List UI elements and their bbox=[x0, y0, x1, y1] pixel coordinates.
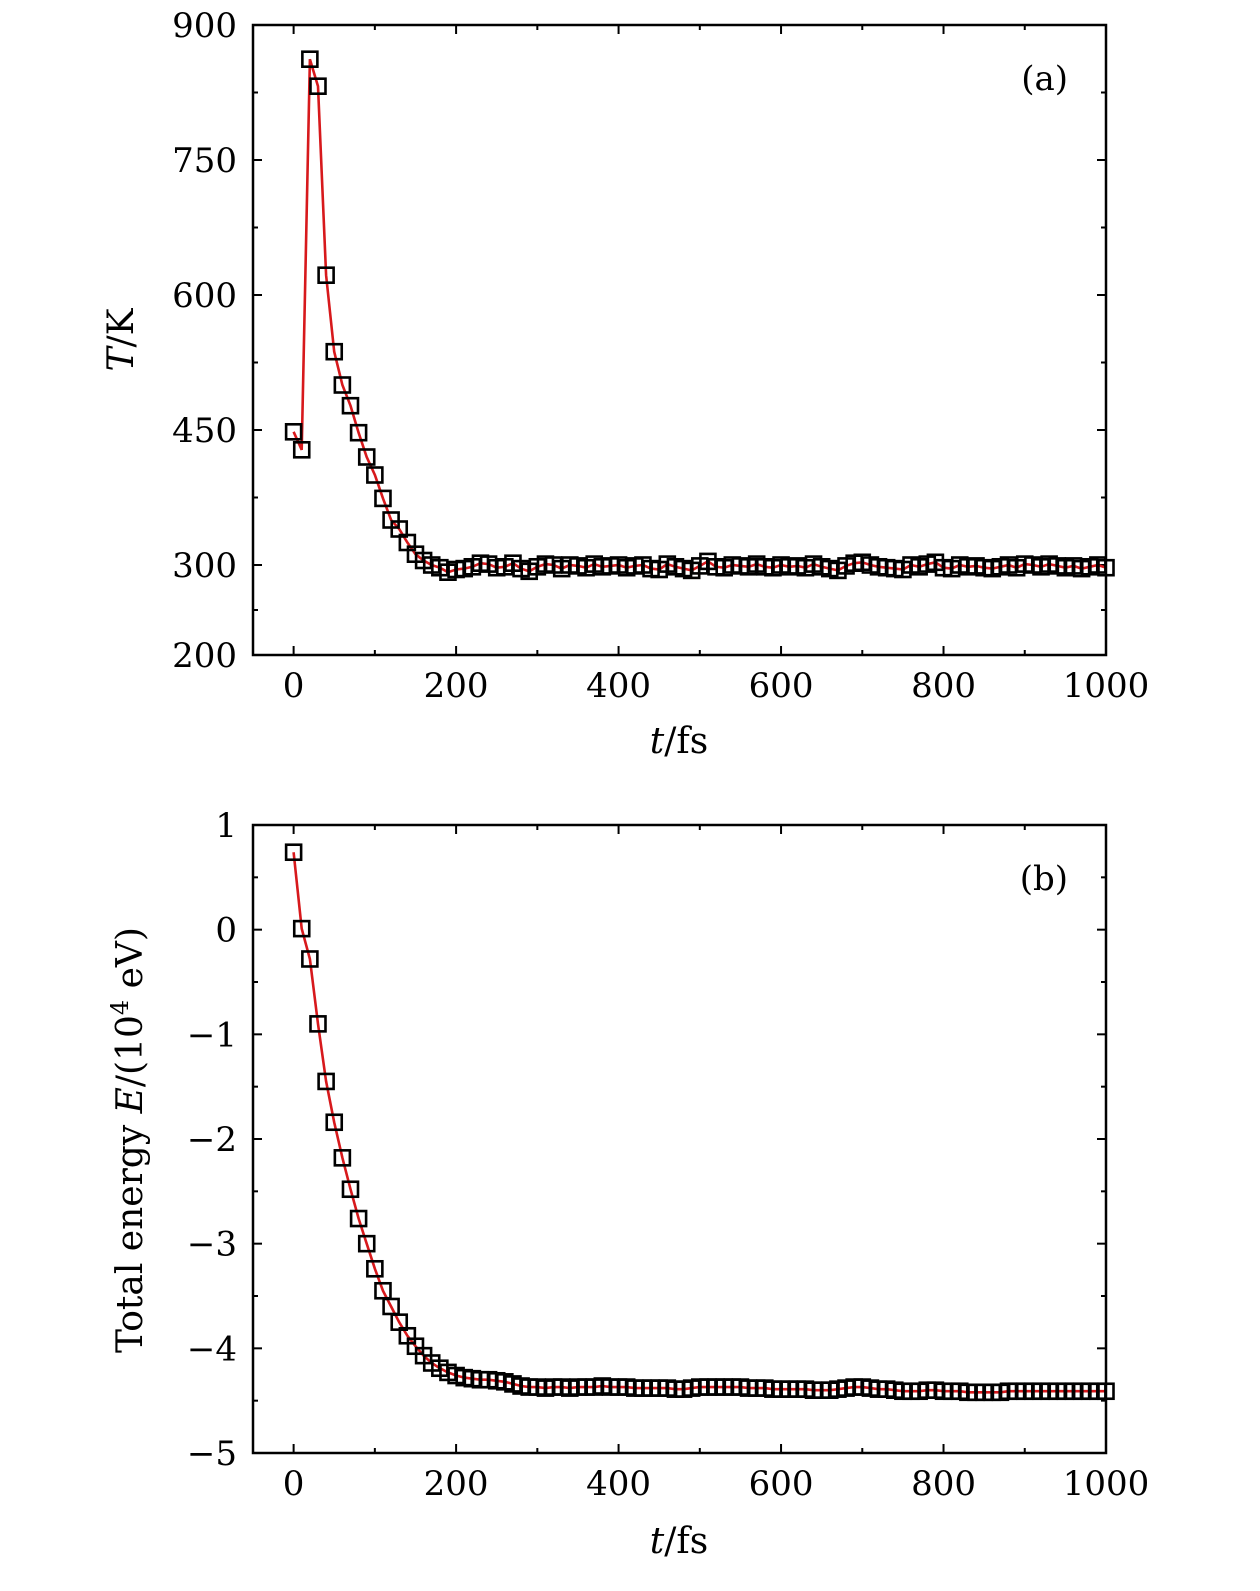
panel-a-data-point bbox=[317, 266, 335, 285]
panel-a-ticks: 0 200 400 600 800 1000 200 300 450 600 750 900 bbox=[172, 6, 1149, 706]
panel-a-y-tick-label: 600 bbox=[172, 276, 237, 316]
panel-b-x-axis-label: t/fs bbox=[650, 1521, 708, 1562]
panel-a-data-point bbox=[309, 77, 327, 95]
panel-a-markers bbox=[284, 50, 1115, 582]
panel-b-data-point bbox=[366, 1259, 384, 1278]
panel-b-data-point bbox=[341, 1180, 360, 1199]
panel-a-data-point bbox=[374, 489, 392, 508]
panel-b-data-point bbox=[333, 1149, 352, 1167]
panel-a-data-point bbox=[301, 50, 319, 69]
panel-a-y-tick-label: 200 bbox=[172, 636, 237, 676]
panel-a-x-tick-label: 200 bbox=[424, 666, 489, 706]
panel-b-y-tick-label: −3 bbox=[187, 1225, 237, 1265]
panel-a-fit-line bbox=[292, 58, 1107, 574]
panel-b-total-energy: 0 200 400 600 800 1000 −5 −4 −3 −2 −1 0 1 (b) t/fs T… bbox=[106, 806, 1149, 1562]
panel-b-data-point bbox=[317, 1072, 335, 1091]
panel-a-fit-curve bbox=[292, 58, 1107, 574]
panel-b-y-axis-label: Total energy E/(104 eV) bbox=[106, 927, 151, 1353]
panel-b-data-point bbox=[309, 1015, 327, 1033]
panel-b-x-tick-label: 400 bbox=[586, 1464, 651, 1504]
panel-b-y-tick-label: 1 bbox=[215, 806, 237, 846]
panel-a-y-axis-label: T/K bbox=[101, 307, 142, 371]
panel-b-label: (b) bbox=[1020, 859, 1068, 899]
panel-a-x-axis-label: t/fs bbox=[650, 721, 708, 762]
panel-b-data-point bbox=[325, 1113, 344, 1132]
panel-a-y-tick-label: 300 bbox=[172, 546, 237, 586]
panel-a-x-tick-label: 0 bbox=[283, 666, 305, 706]
panel-a-plot-frame bbox=[251, 23, 1108, 657]
panel-b-data-point bbox=[301, 950, 319, 968]
panel-a-data-point bbox=[292, 440, 311, 459]
panel-b-x-tick-label: 800 bbox=[911, 1464, 976, 1504]
panel-a-x-tick-label: 1000 bbox=[1063, 666, 1150, 706]
panel-b-data-point bbox=[292, 919, 311, 938]
panel-a-y-tick-label: 750 bbox=[172, 141, 237, 181]
panel-b-y-tick-label: −1 bbox=[187, 1015, 237, 1055]
panel-a-data-point bbox=[284, 422, 303, 441]
panel-b-data-point bbox=[357, 1234, 376, 1253]
panel-b-data-point bbox=[284, 843, 303, 862]
panel-a-x-tick-label: 600 bbox=[749, 666, 814, 706]
panel-b-fit-curve bbox=[292, 852, 1106, 1394]
panel-b-x-tick-label: 600 bbox=[749, 1464, 814, 1504]
panel-a-data-point bbox=[341, 396, 360, 415]
panel-b-x-tick-label: 200 bbox=[424, 1464, 489, 1504]
panel-a-y-tick-label: 450 bbox=[172, 411, 237, 451]
panel-b-y-tick-label: −2 bbox=[187, 1120, 237, 1160]
panel-b-markers bbox=[284, 843, 1115, 1402]
panel-a-label: (a) bbox=[1021, 59, 1068, 99]
panel-b-x-tick-label: 1000 bbox=[1063, 1464, 1150, 1504]
panel-b-y-tick-label: −4 bbox=[187, 1329, 237, 1369]
panel-b-plot-frame bbox=[251, 823, 1108, 1455]
panel-b-data-point bbox=[349, 1209, 368, 1228]
panel-a-y-tick-label: 900 bbox=[172, 6, 237, 46]
panel-a-x-tick-label: 800 bbox=[911, 666, 976, 706]
panel-b-x-tick-label: 0 bbox=[283, 1464, 305, 1504]
panel-b-y-tick-label: 0 bbox=[215, 911, 237, 951]
panel-a-data-point bbox=[1097, 558, 1115, 577]
panel-a-data-point bbox=[349, 423, 368, 442]
panel-b-y-tick-label: −5 bbox=[187, 1434, 237, 1474]
panel-a-x-tick-label: 400 bbox=[586, 666, 651, 706]
panel-b-ticks: 0 200 400 600 800 1000 −5 −4 −3 −2 −1 0 1 bbox=[187, 806, 1149, 1504]
panel-a-data-point bbox=[325, 342, 344, 361]
panel-b-fit-line bbox=[292, 852, 1106, 1394]
panel-b-data-point bbox=[1097, 1382, 1115, 1401]
panel-a-data-point bbox=[333, 376, 352, 394]
panel-a-data-point bbox=[357, 448, 376, 466]
panel-a-data-point bbox=[366, 466, 384, 484]
